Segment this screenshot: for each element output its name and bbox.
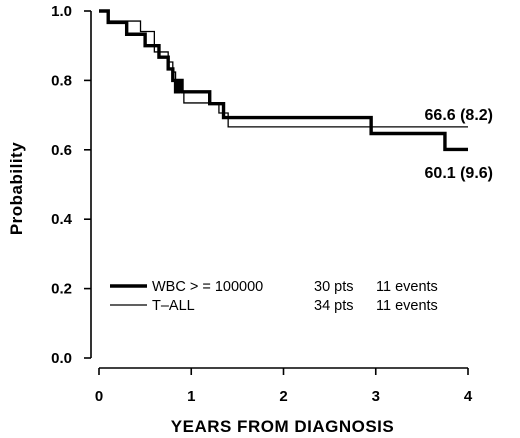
legend-entry-t-all: T–ALL 34 pts 11 events: [110, 298, 438, 314]
legend-label-wbc: WBC > = 100000: [152, 279, 263, 295]
annotation-wbc-estimate: 60.1 (9.6): [425, 165, 493, 182]
legend-label-t-all: T–ALL: [152, 298, 195, 314]
y-tick-label: 0.0: [51, 350, 72, 367]
x-axis-title: YEARS FROM DIAGNOSIS: [171, 417, 394, 436]
y-axis-ticks: 0.0 0.2 0.4 0.6 0.8 1.0: [51, 3, 91, 367]
series-line-t-all: [99, 10, 468, 128]
y-tick-label: 0.8: [51, 72, 72, 89]
x-tick-label: 3: [372, 388, 380, 405]
x-tick-label: 4: [464, 388, 473, 405]
legend-entry-wbc: WBC > = 100000 30 pts 11 events: [110, 279, 438, 295]
x-axis-ticks: 0 1 2 3 4: [95, 368, 473, 405]
plot-area: 0.0 0.2 0.4 0.6 0.8 1.0 0 1 2 3 4: [51, 3, 473, 405]
annotation-t-all-estimate: 66.6 (8.2): [425, 107, 493, 124]
y-axis-title: Probability: [7, 142, 26, 235]
x-tick-label: 1: [187, 388, 195, 405]
x-tick-label: 2: [279, 388, 287, 405]
legend-events-t-all: 11 events: [376, 298, 438, 314]
series-layer: [99, 9, 468, 152]
legend-events-wbc: 11 events: [376, 279, 438, 295]
series-line-wbc: [99, 9, 468, 152]
legend-pts-wbc: 30 pts: [314, 279, 354, 295]
x-tick-label: 0: [95, 388, 103, 405]
y-tick-label: 0.6: [51, 142, 72, 159]
legend-pts-t-all: 34 pts: [314, 298, 354, 314]
legend: WBC > = 100000 30 pts 11 events T–ALL 34…: [110, 279, 438, 314]
y-tick-label: 0.2: [51, 281, 72, 298]
y-tick-label: 0.4: [51, 211, 73, 228]
y-tick-label: 1.0: [51, 3, 72, 20]
